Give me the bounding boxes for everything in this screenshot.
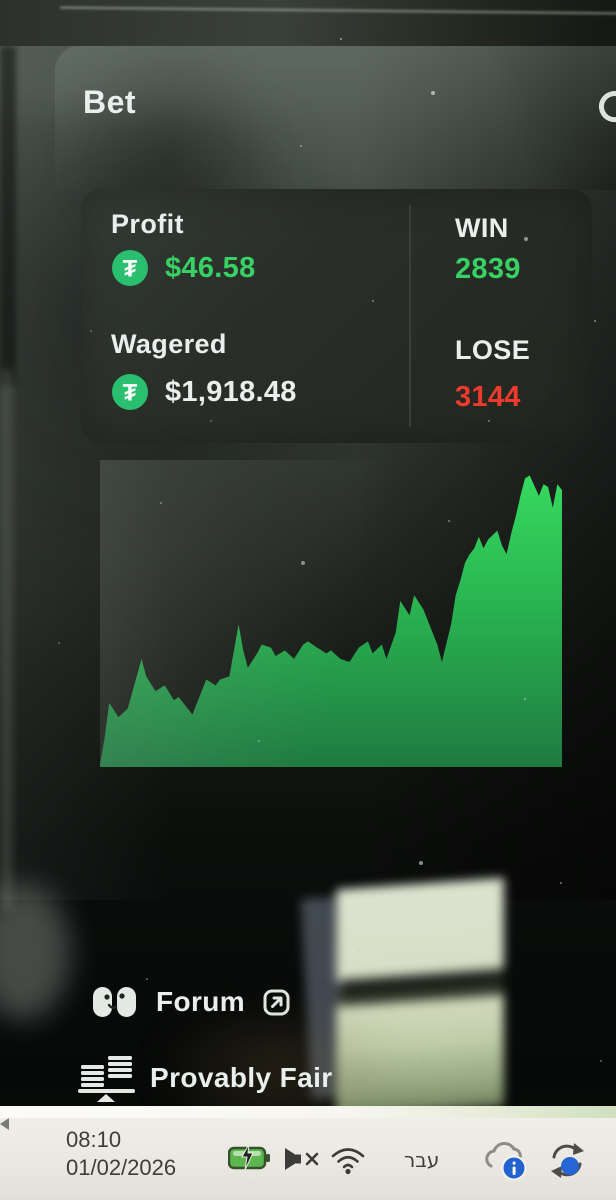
tether-coin-icon: ₮ <box>112 250 148 286</box>
balance-scale-icon <box>78 1056 135 1102</box>
wagered-value-row: ₮ $1,918.48 <box>111 373 297 411</box>
language-indicator[interactable]: עבר <box>404 1148 440 1172</box>
wagered-value: $1,918.48 <box>165 375 297 408</box>
taskbar: 08:10 01/02/2026 <box>0 1118 616 1200</box>
stats-card: Profit ₮ $46.58 Wagered ₮ $1,918.48 WIN … <box>81 189 592 443</box>
sync-icon[interactable] <box>546 1140 590 1187</box>
tray-chevron-icon[interactable] <box>0 1118 9 1130</box>
forum-icon <box>93 987 136 1017</box>
app-panel <box>55 45 616 195</box>
win-value: 2839 <box>455 253 521 285</box>
page-title: Bet <box>83 84 137 120</box>
tether-coin-icon: ₮ <box>112 374 148 410</box>
monitor-bezel-top <box>0 0 616 46</box>
profit-value-row: ₮ $46.58 <box>111 249 256 287</box>
provably-fair-label: Provably Fair <box>150 1062 333 1093</box>
profit-area-shape <box>100 475 562 767</box>
svg-text:₮: ₮ <box>123 256 138 283</box>
taskbar-clock[interactable]: 08:10 01/02/2026 <box>66 1126 176 1182</box>
profit-label: Profit <box>111 209 184 239</box>
win-label: WIN <box>455 213 509 243</box>
area-chart-svg <box>100 475 562 767</box>
onedrive-cloud-icon[interactable] <box>483 1140 529 1187</box>
profit-history-chart <box>100 460 562 767</box>
refresh-icon <box>599 91 616 123</box>
external-link-icon <box>263 989 290 1015</box>
clock-date: 01/02/2026 <box>66 1155 177 1180</box>
wifi-icon[interactable] <box>328 1142 368 1181</box>
profit-value: $46.58 <box>165 251 256 284</box>
forum-label: Forum <box>156 986 246 1017</box>
lose-label: LOSE <box>455 335 531 365</box>
clock-time: 08:10 <box>66 1127 122 1152</box>
svg-text:₮: ₮ <box>123 380 138 407</box>
left-edge-glare <box>0 370 13 910</box>
taskbar-top-edge <box>0 1106 616 1118</box>
wagered-label: Wagered <box>111 329 227 359</box>
refresh-button[interactable] <box>594 86 616 130</box>
forum-link[interactable]: Forum <box>92 982 290 1022</box>
lose-value: 3144 <box>455 381 521 413</box>
volume-muted-icon[interactable] <box>283 1146 319 1177</box>
left-edge-shadow <box>0 46 16 386</box>
provably-fair-link[interactable]: Provably Fair <box>78 1054 333 1102</box>
stats-divider <box>409 205 411 427</box>
battery-icon[interactable] <box>227 1143 272 1177</box>
